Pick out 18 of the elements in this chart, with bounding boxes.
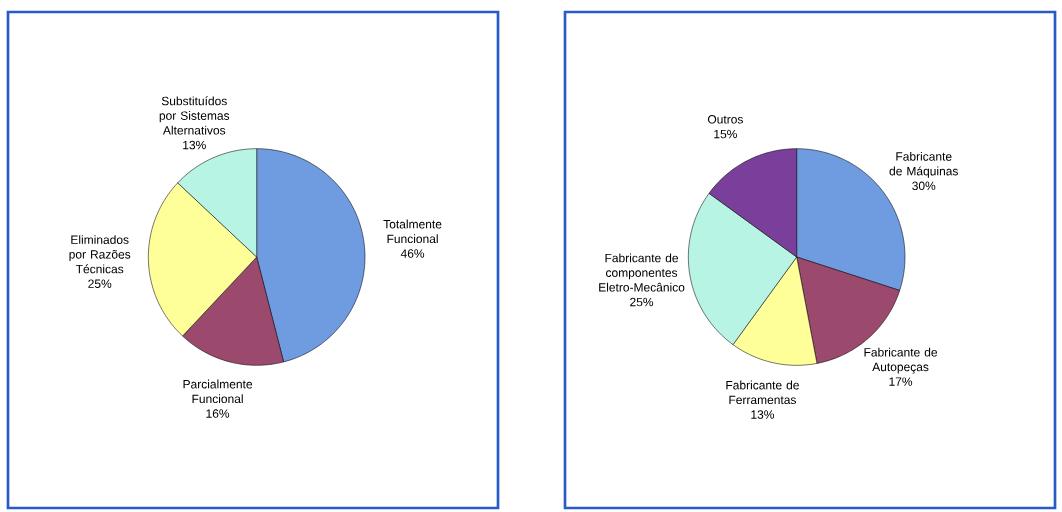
data-label: 15% [714,129,737,139]
data-label: 25% [630,297,654,307]
data-label: 17% [889,377,913,386]
slice-label: Fabricante de Ferramentas [726,380,799,405]
data-label: 30% [912,181,936,191]
data-label: 46% [400,249,425,258]
data-label: 16% [206,409,230,418]
data-label: 13% [183,140,206,150]
slice-label: Totalmente Funcional [383,219,442,244]
slice-label: Eliminados por Razões Técnicas [69,235,131,274]
slice-label: Substituídos por Sistemas Alternativos [159,96,230,135]
data-label: 25% [88,279,112,288]
slice-label: Fabricante de componentes Eletro-Mecânico [599,253,685,292]
slice-label: Outros [707,115,743,124]
data-label: 13% [751,410,775,419]
slice-label: Fabricante de Máquinas [889,151,958,178]
slice-label: Parcialmente Funcional [183,379,253,404]
slice-label: Fabricante de Autopeças [864,347,938,374]
